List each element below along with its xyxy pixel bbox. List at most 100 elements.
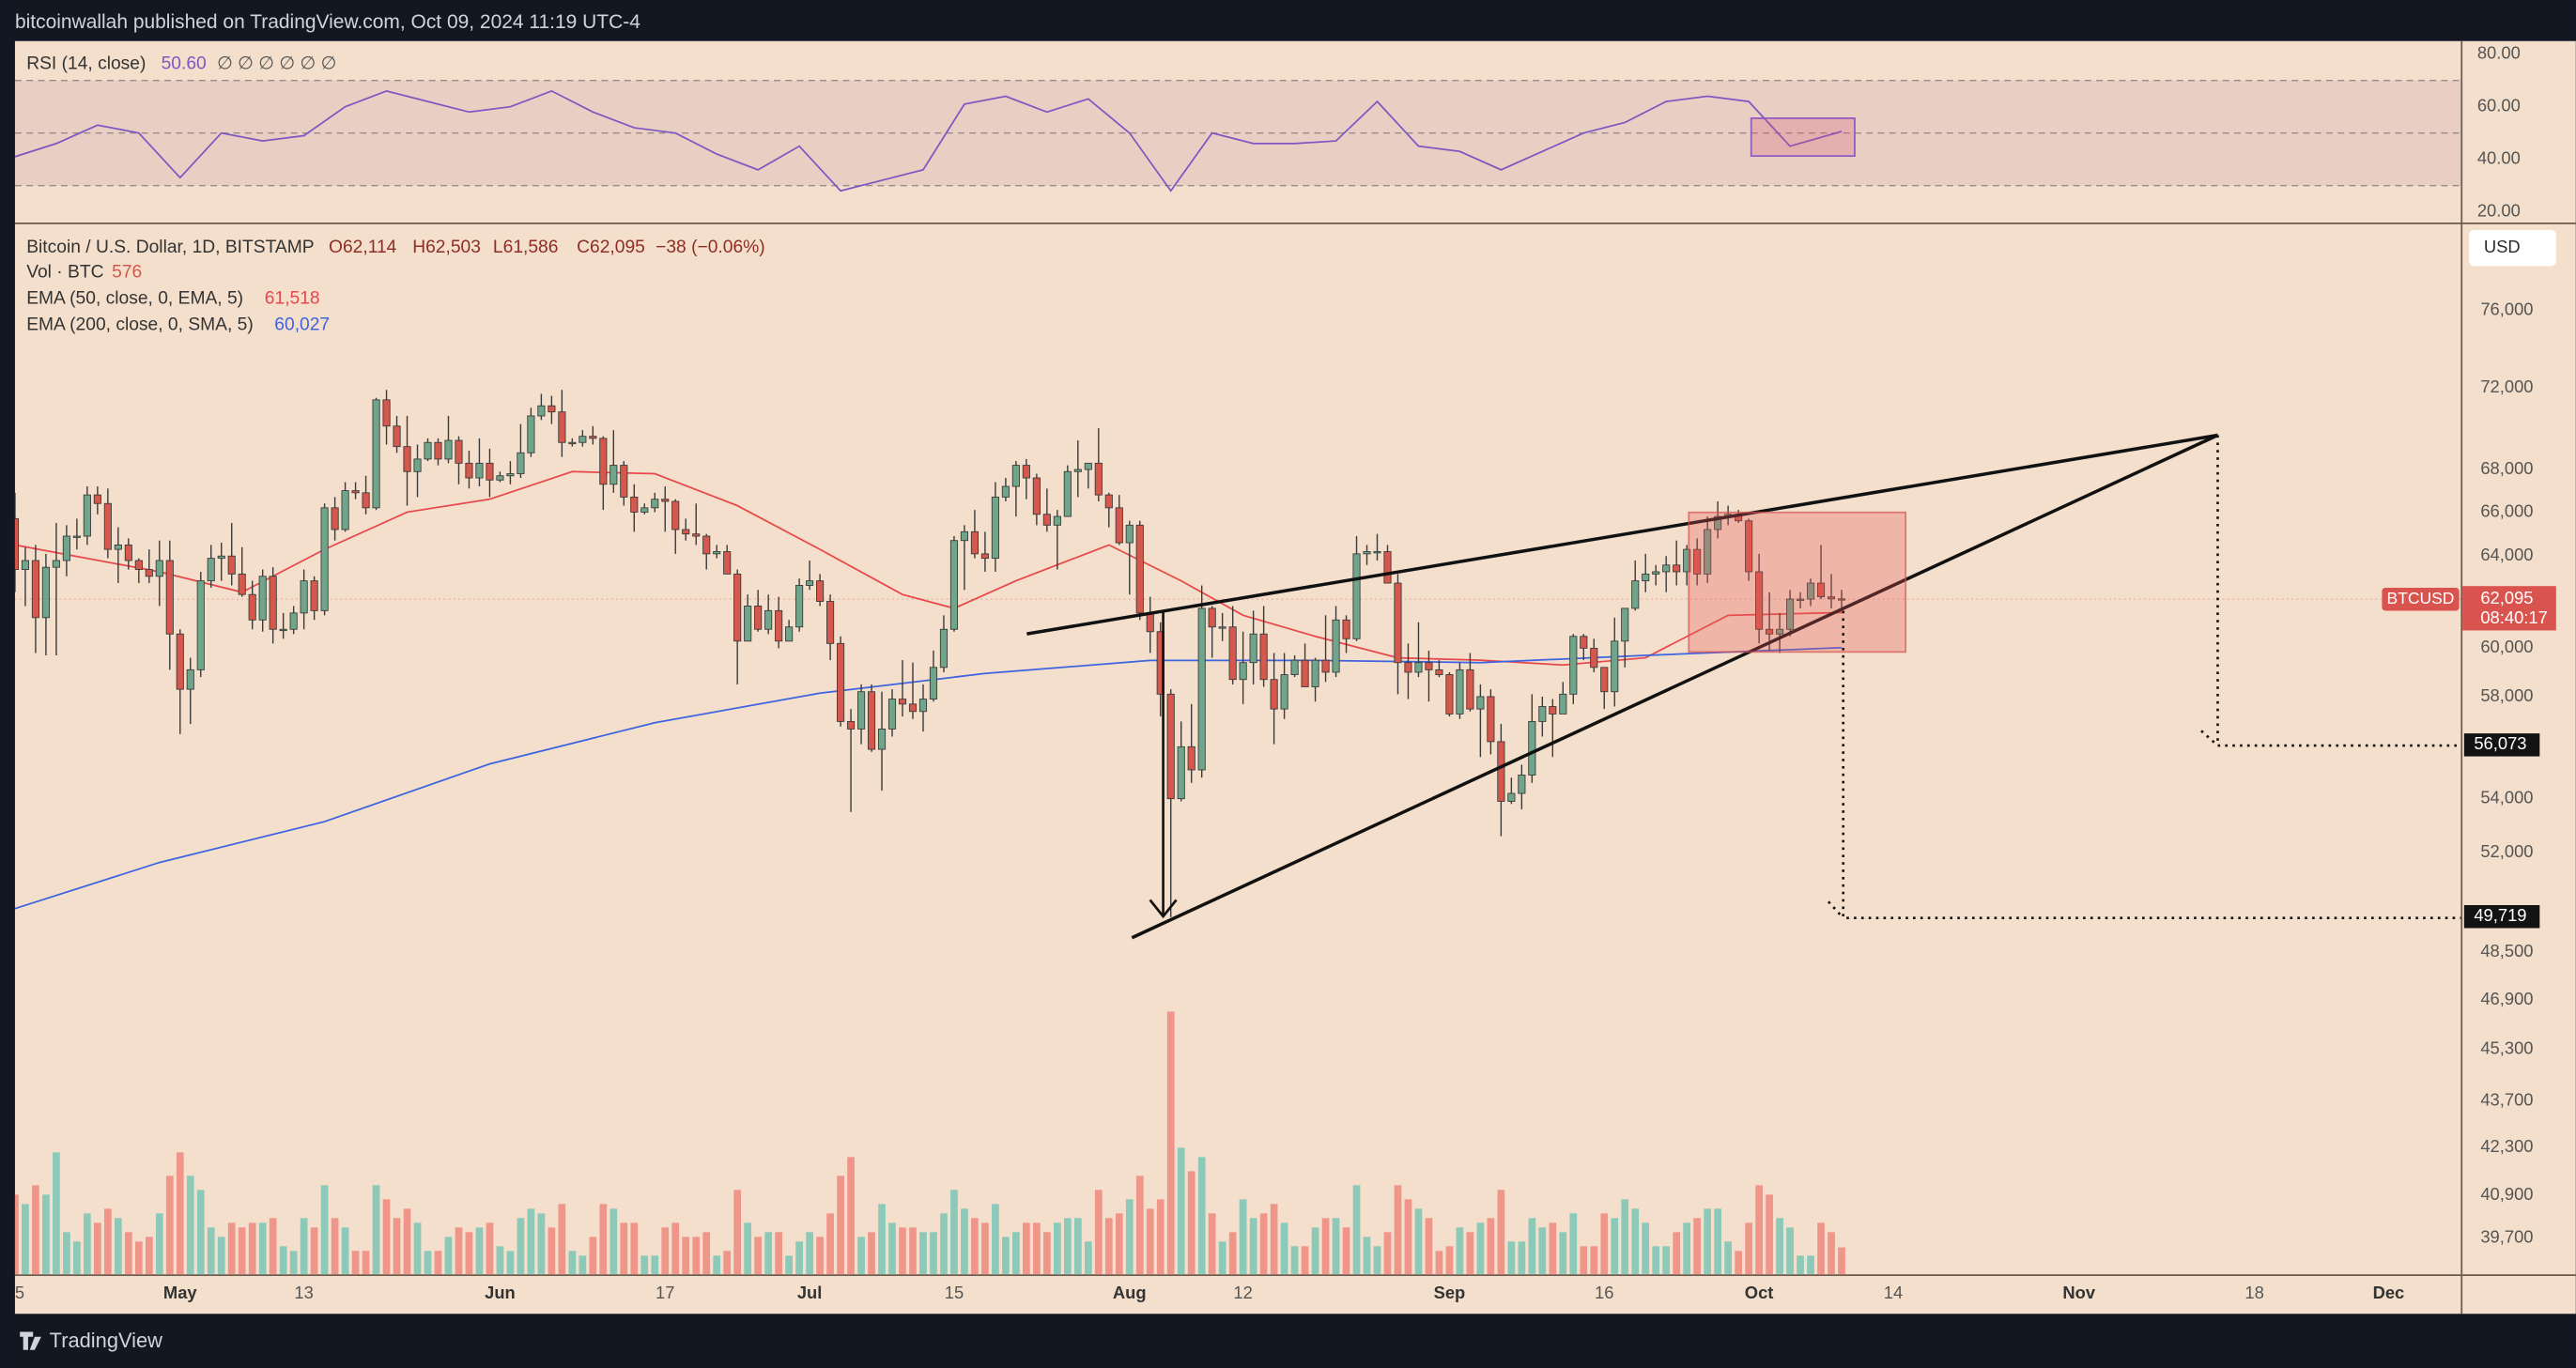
candle-body [754, 606, 763, 630]
candle-body [52, 560, 60, 568]
price-tick-label: 58,000 [2480, 685, 2533, 705]
volume-bar [640, 1255, 649, 1275]
volume-bar [723, 1251, 732, 1275]
volume-bar [517, 1218, 525, 1275]
volume-bar [930, 1232, 937, 1275]
volume-bar [1456, 1227, 1464, 1275]
target-badge [2463, 733, 2540, 757]
candle-body [1208, 607, 1216, 628]
rsi-tick-label: 80.00 [2477, 43, 2521, 63]
candle-body [1363, 551, 1371, 555]
volume-legend-value: 576 [112, 262, 142, 282]
candle-body [351, 490, 360, 494]
volume-bar [1631, 1208, 1640, 1275]
price-tick-label: 39,700 [2480, 1226, 2533, 1246]
volume-bar [1673, 1232, 1681, 1275]
volume-bar [692, 1237, 701, 1275]
candle-body [258, 576, 267, 621]
volume-bar [1166, 1011, 1175, 1275]
candle-body [14, 517, 20, 571]
trendline-lower [1131, 433, 2219, 940]
target-label: 56,073 [2474, 733, 2526, 753]
volume-bar [1652, 1246, 1660, 1275]
volume-bar [620, 1222, 628, 1275]
candle-body [1321, 659, 1330, 673]
volume-bar [702, 1232, 711, 1275]
candle-body [1816, 582, 1826, 598]
candle-body [21, 560, 30, 571]
candle-body [41, 566, 50, 619]
time-tick-label: Jul [797, 1283, 823, 1302]
candle-body [702, 535, 711, 555]
candle-body [1394, 582, 1402, 664]
candle-body [227, 555, 236, 575]
volume-bar [362, 1251, 370, 1275]
volume-bar [1321, 1218, 1330, 1275]
volume-bar [320, 1185, 329, 1275]
volume-bar [527, 1208, 535, 1275]
trendline-upper [1026, 433, 2218, 636]
volume-bar [1425, 1218, 1433, 1275]
ema50-legend-value: 61,518 [265, 288, 320, 308]
candle-body [775, 609, 783, 642]
price-tick-label: 64,000 [2480, 545, 2533, 564]
volume-bar [496, 1246, 504, 1275]
candle-body [527, 415, 535, 453]
target-label: 49,719 [2474, 905, 2526, 925]
ohlc-change: −38 (−0.06%) [656, 238, 765, 257]
volume-bar [1053, 1222, 1061, 1275]
volume-bar [1518, 1241, 1526, 1275]
candle-body [114, 544, 122, 550]
candle-body [1135, 524, 1144, 614]
volume-bar [1270, 1204, 1278, 1275]
volume-bar [475, 1227, 484, 1275]
candle-body [320, 507, 329, 611]
countdown-label: 08:40:17 [2480, 607, 2547, 627]
candle-body [1022, 465, 1030, 479]
candle-body [1104, 494, 1113, 509]
volume-bar [207, 1227, 215, 1275]
time-tick-label: Sep [1434, 1283, 1466, 1302]
candle-body [1497, 741, 1505, 802]
volume-bar [599, 1204, 608, 1275]
candle-body [1766, 628, 1774, 635]
price-tick-label: 60,000 [2480, 637, 2533, 656]
volume-bar [1208, 1213, 1216, 1275]
volume-bar [279, 1246, 287, 1275]
volume-bar [785, 1255, 793, 1275]
candle-body [413, 458, 422, 472]
unit-box [2469, 229, 2556, 267]
volume-bar [227, 1222, 236, 1275]
candle-body [196, 580, 205, 670]
volume-bar [63, 1232, 70, 1275]
candle-body [980, 553, 989, 560]
volume-bar [1073, 1218, 1082, 1275]
volume-bar [682, 1237, 690, 1275]
volume-bar [744, 1222, 752, 1275]
candle-body [1342, 619, 1350, 639]
volume-bar [1724, 1241, 1732, 1275]
candle-body [1177, 745, 1185, 800]
price-tick-label: 68,000 [2480, 458, 2533, 478]
volume-bar [1394, 1185, 1402, 1275]
volume-bar [733, 1190, 742, 1275]
volume-bar [444, 1237, 453, 1275]
drawings [1026, 433, 2461, 940]
volume-bar [1197, 1157, 1206, 1275]
volume-bar [1094, 1190, 1103, 1275]
candle-body [599, 438, 608, 485]
candle-body [929, 667, 938, 700]
volume-bar [393, 1218, 401, 1275]
candle-body [1673, 564, 1681, 573]
candle-body [1693, 548, 1702, 575]
candle-body [692, 533, 701, 537]
volume-bar [104, 1208, 112, 1275]
volume-bar [661, 1227, 670, 1275]
candle-body [1249, 633, 1257, 664]
volume-bar [300, 1218, 308, 1275]
candle-body [1425, 662, 1433, 670]
candle-body [713, 551, 721, 555]
volume-bar [1662, 1246, 1671, 1275]
volume-bar [1580, 1246, 1588, 1275]
candle-body [1538, 706, 1547, 722]
